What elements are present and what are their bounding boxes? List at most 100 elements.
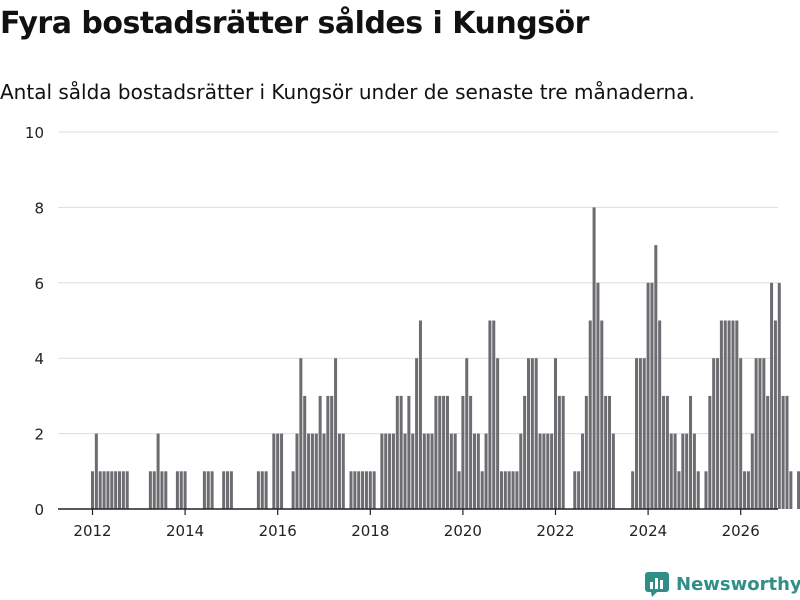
bar: [353, 471, 357, 509]
bar: [114, 471, 118, 509]
bar: [229, 471, 233, 509]
x-tick-label: 2020: [444, 522, 482, 540]
bar: [631, 471, 635, 509]
bar: [739, 358, 743, 509]
x-tick-label: 2018: [351, 522, 389, 540]
bar: [526, 358, 530, 509]
bar: [789, 471, 793, 509]
bar-chart: 0 2 4 6 8 10 2012 2014 2016 2018 2020 2022 2024 2026…: [25, 124, 800, 540]
bar: [600, 320, 604, 509]
bar: [731, 320, 735, 509]
bar: [206, 471, 210, 509]
bar: [403, 433, 407, 509]
y-tick-label: 10: [25, 124, 44, 142]
bar: [519, 433, 523, 509]
bar: [781, 395, 785, 509]
bar: [746, 471, 750, 509]
bar: [160, 471, 164, 509]
bar: [596, 282, 600, 509]
bar: [260, 471, 264, 509]
bar: [646, 282, 650, 509]
bar: [673, 433, 677, 509]
bar: [148, 471, 152, 509]
bar: [723, 320, 727, 509]
bar: [777, 282, 781, 509]
bar: [685, 433, 689, 509]
bar: [515, 471, 519, 509]
bar: [391, 433, 395, 509]
bar: [372, 471, 376, 509]
bar: [388, 433, 392, 509]
y-axis-ticks: 0 2 4 6 8 10: [25, 124, 44, 519]
bar: [349, 471, 353, 509]
bar: [484, 433, 488, 509]
bar: [407, 395, 411, 509]
bars: [91, 207, 800, 509]
bar: [264, 471, 268, 509]
bar: [222, 471, 226, 509]
bar: [430, 433, 434, 509]
bar: [492, 320, 496, 509]
x-tick-label: 2014: [166, 522, 204, 540]
bar: [280, 433, 284, 509]
chart-title: Fyra bostadsrätter såldes i Kungsör: [0, 6, 589, 41]
bar: [337, 433, 341, 509]
bar: [179, 471, 183, 509]
bar: [530, 358, 534, 509]
bar: [785, 395, 789, 509]
y-tick-label: 8: [34, 199, 44, 217]
bar: [102, 471, 106, 509]
bar: [395, 395, 399, 509]
bar: [357, 471, 361, 509]
bar: [696, 471, 700, 509]
bar: [658, 320, 662, 509]
bar: [681, 433, 685, 509]
bar: [689, 395, 693, 509]
bar: [380, 433, 384, 509]
bar: [210, 471, 214, 509]
bar: [573, 471, 577, 509]
bar: [488, 320, 492, 509]
bar: [743, 471, 747, 509]
bar: [642, 358, 646, 509]
bar: [496, 358, 500, 509]
bar: [98, 471, 102, 509]
bar: [704, 471, 708, 509]
newsworthy-logo: Newsworthy: [644, 570, 800, 598]
bar: [125, 471, 129, 509]
bar: [330, 395, 334, 509]
bar: [716, 358, 720, 509]
bar: [553, 358, 557, 509]
bar: [91, 471, 95, 509]
bar: [364, 471, 368, 509]
bar: [314, 433, 318, 509]
bar: [727, 320, 731, 509]
bar: [411, 433, 415, 509]
bar: [766, 395, 770, 509]
bar: [592, 207, 596, 509]
bar: [662, 395, 666, 509]
bar: [762, 358, 766, 509]
bar: [121, 471, 125, 509]
bar: [542, 433, 546, 509]
bar: [472, 433, 476, 509]
y-tick-label: 4: [34, 350, 44, 368]
bar: [503, 471, 507, 509]
bar: [341, 433, 345, 509]
bar: [750, 433, 754, 509]
bar: [719, 320, 723, 509]
bar: [295, 433, 299, 509]
bar: [299, 358, 303, 509]
bar: [175, 471, 179, 509]
bar: [534, 358, 538, 509]
bar: [118, 471, 122, 509]
bar: [581, 433, 585, 509]
bar: [677, 471, 681, 509]
bar: [303, 395, 307, 509]
bar: [584, 395, 588, 509]
bar: [523, 395, 527, 509]
bar: [415, 358, 419, 509]
bar: [326, 395, 330, 509]
bar: [465, 358, 469, 509]
brand-name: Newsworthy: [676, 573, 800, 595]
